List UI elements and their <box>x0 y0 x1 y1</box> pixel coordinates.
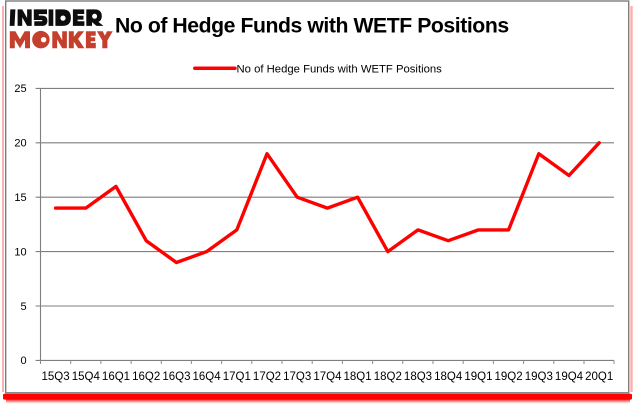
svg-text:20: 20 <box>14 138 26 150</box>
svg-text:19Q4: 19Q4 <box>555 371 584 383</box>
svg-text:No of Hedge Funds with WETF Po: No of Hedge Funds with WETF Positions <box>115 14 509 37</box>
svg-text:16Q3: 16Q3 <box>162 371 190 383</box>
svg-text:15Q4: 15Q4 <box>72 371 101 383</box>
svg-text:18Q3: 18Q3 <box>404 371 432 383</box>
svg-text:5: 5 <box>20 301 26 313</box>
svg-text:10: 10 <box>14 246 26 258</box>
svg-text:18Q4: 18Q4 <box>434 371 463 383</box>
svg-text:20Q1: 20Q1 <box>585 371 613 383</box>
svg-text:17Q3: 17Q3 <box>283 371 311 383</box>
svg-text:0: 0 <box>20 355 26 367</box>
svg-text:16Q2: 16Q2 <box>132 371 160 383</box>
svg-text:19Q1: 19Q1 <box>464 371 492 383</box>
svg-text:18Q2: 18Q2 <box>374 371 402 383</box>
svg-text:No of Hedge Funds with WETF Po: No of Hedge Funds with WETF Positions <box>237 63 443 75</box>
svg-text:18Q1: 18Q1 <box>344 371 372 383</box>
svg-text:16Q1: 16Q1 <box>102 371 130 383</box>
svg-text:19Q2: 19Q2 <box>495 371 523 383</box>
svg-text:17Q4: 17Q4 <box>313 371 342 383</box>
svg-text:15: 15 <box>14 192 26 204</box>
svg-text:15Q3: 15Q3 <box>42 371 70 383</box>
svg-text:25: 25 <box>14 83 26 95</box>
svg-text:17Q2: 17Q2 <box>253 371 281 383</box>
svg-text:17Q1: 17Q1 <box>223 371 251 383</box>
svg-text:16Q4: 16Q4 <box>193 371 222 383</box>
svg-text:19Q3: 19Q3 <box>525 371 553 383</box>
